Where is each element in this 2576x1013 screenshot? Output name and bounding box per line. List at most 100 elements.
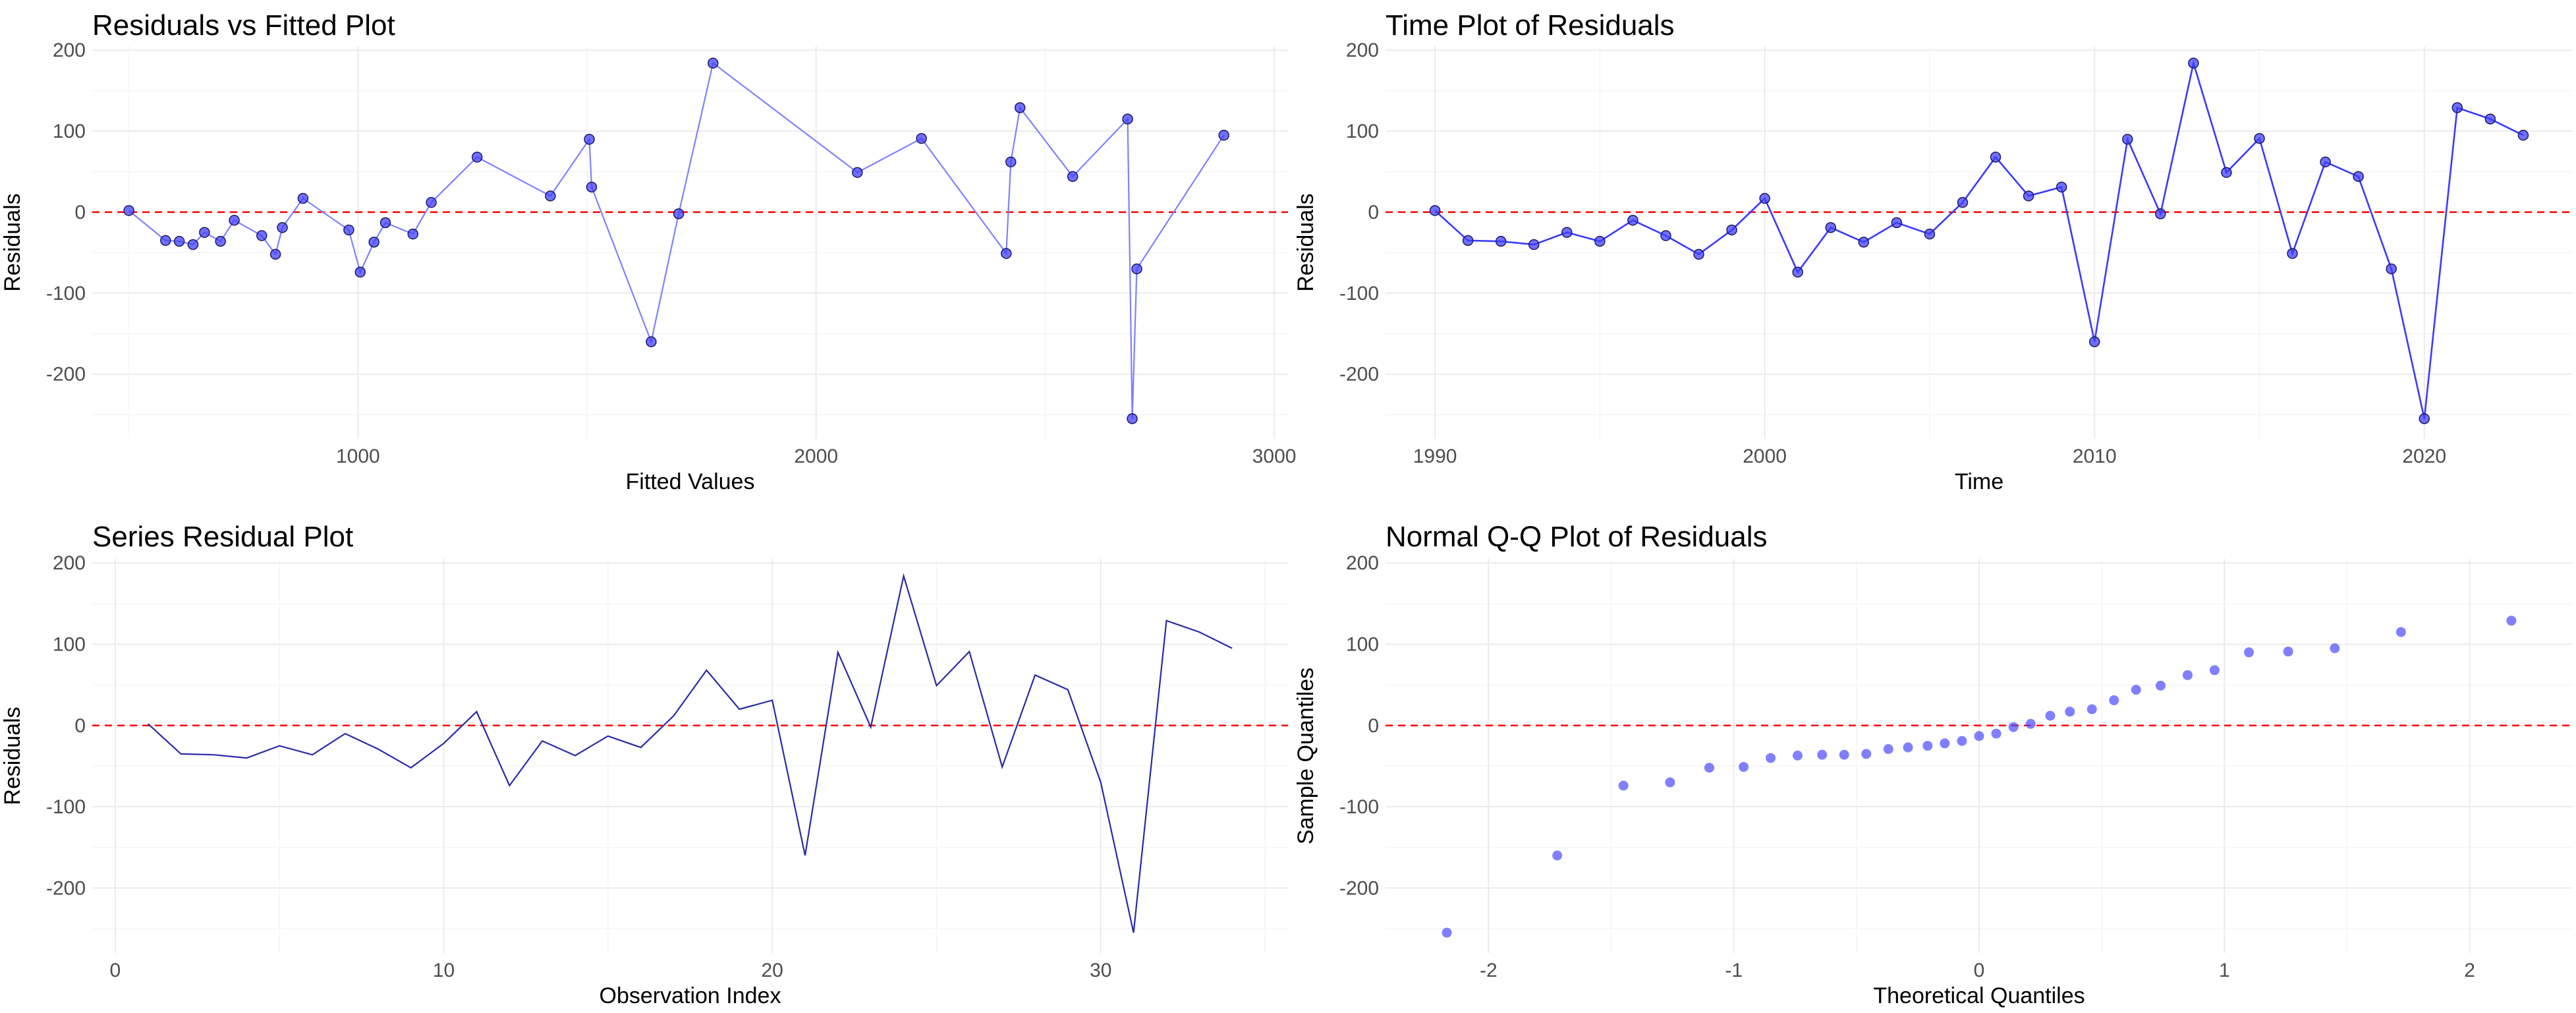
major-gridlines	[1386, 46, 2573, 439]
data-point	[229, 214, 240, 226]
data-point	[2419, 413, 2430, 424]
data-point	[1825, 222, 1836, 233]
data-point	[1726, 224, 1737, 236]
data-point	[2287, 248, 2298, 259]
series-line	[128, 61, 1225, 419]
minor-gridlines	[1386, 46, 2573, 439]
y-axis-title: Residuals	[0, 707, 25, 805]
data-point	[2023, 190, 2034, 202]
data-point	[1957, 196, 1969, 208]
data-point	[471, 152, 483, 163]
data-point	[2353, 171, 2364, 183]
data-point	[1922, 741, 1933, 751]
plot-svg: 1990 2000 2010 2020 -200 -100 0 100 200 Time Resid…	[1293, 40, 2573, 494]
x-tick-label: 1000	[336, 446, 380, 467]
x-tick-label: 3000	[1252, 446, 1297, 467]
data-point	[2254, 132, 2265, 144]
x-tick-label: 1990	[1413, 446, 1457, 467]
x-axis-title: Time	[1955, 469, 2003, 494]
x-axis-title: Fitted Values	[626, 469, 755, 494]
major-gridlines	[92, 46, 1288, 439]
data-point	[1861, 749, 1872, 759]
panel-residuals-vs-fitted: Residuals vs Fitted Plot 1000 2000 3000 -20…	[0, 0, 1297, 506]
data-point	[545, 190, 556, 202]
data-point	[2122, 134, 2133, 145]
data-point	[2517, 129, 2529, 141]
x-tick-label: 30	[1090, 960, 1111, 981]
major-gridlines	[92, 559, 1288, 953]
x-tick-label: 1	[2219, 960, 2230, 981]
y-axis-title: Residuals	[1293, 193, 1318, 291]
data-point	[199, 227, 210, 238]
data-point	[2156, 680, 2166, 691]
data-point	[2131, 685, 2141, 695]
data-point	[1991, 728, 2002, 739]
panel-time-plot: Time Plot of Residuals 1990 2000 2010 2020-…	[1288, 0, 2576, 506]
data-point	[1817, 749, 1828, 760]
data-point	[1990, 152, 2002, 163]
data-point	[1665, 777, 1675, 788]
y-tick-label: -200	[46, 877, 86, 899]
y-tick-label: 200	[1346, 40, 1379, 61]
data-point	[2484, 113, 2496, 125]
data-point	[1974, 731, 1984, 741]
data-point	[187, 239, 199, 250]
data-point	[1759, 192, 1770, 204]
data-point	[1127, 413, 1138, 424]
panel-series-residual: Series Residual Plot 0 10 20 30 -200 -100 0 100…	[0, 506, 1288, 1013]
x-tick-label: 20	[761, 960, 783, 981]
data-point	[1005, 156, 1017, 167]
data-point	[297, 192, 309, 204]
y-tick-label: -200	[1339, 364, 1379, 386]
y-tick-label: 100	[1346, 633, 1379, 655]
x-tick-label: 2020	[2402, 446, 2446, 467]
data-point	[2086, 704, 2097, 714]
data-point	[1218, 129, 1229, 141]
y-tick-label: 200	[53, 552, 86, 574]
data-point	[368, 237, 379, 248]
plot-svg: 0 10 20 30 -200 -100 0 100 200 Observation Index R…	[0, 552, 1288, 1008]
data-point	[215, 235, 226, 247]
data-point	[173, 235, 185, 247]
y-tick-label: -200	[46, 364, 86, 386]
data-point	[852, 167, 863, 178]
y-tick-label: 0	[74, 715, 86, 737]
y-tick-label: -200	[1339, 877, 1379, 899]
data-point	[1627, 214, 1638, 226]
minor-gridlines	[92, 559, 1288, 953]
data-point	[2025, 718, 2036, 729]
data-point	[1792, 750, 1803, 761]
data-point	[584, 134, 595, 145]
y-tick-label: 0	[74, 202, 86, 223]
data-point	[123, 205, 134, 216]
data-point	[2209, 665, 2220, 676]
data-point	[2330, 643, 2340, 654]
data-point	[2221, 167, 2232, 178]
chart-title: Time Plot of Residuals	[1386, 9, 1675, 42]
data-point	[269, 248, 281, 260]
data-point	[1739, 762, 1749, 772]
data-point	[708, 57, 719, 69]
data-point	[2109, 695, 2119, 706]
data-point	[407, 228, 419, 240]
y-tick-label: -100	[46, 283, 86, 304]
data-point	[2395, 627, 2406, 637]
y-tick-label: 200	[1346, 552, 1379, 574]
y-tick-label: -100	[46, 796, 86, 818]
data-point	[1014, 102, 1026, 113]
data-point	[1122, 113, 1133, 125]
data-point	[2045, 710, 2056, 721]
data-point	[1891, 217, 1903, 229]
data-point	[1957, 736, 1967, 746]
data-point	[1618, 780, 1629, 791]
data-point	[1766, 753, 1776, 763]
data-point	[2008, 722, 2019, 732]
data-point	[2451, 102, 2463, 113]
x-tick-label: 0	[1974, 960, 1985, 981]
data-point	[426, 196, 437, 208]
series-line	[148, 573, 1233, 933]
x-axis-title: Observation Index	[600, 983, 781, 1008]
data-point	[160, 235, 171, 246]
data-point	[379, 217, 391, 229]
